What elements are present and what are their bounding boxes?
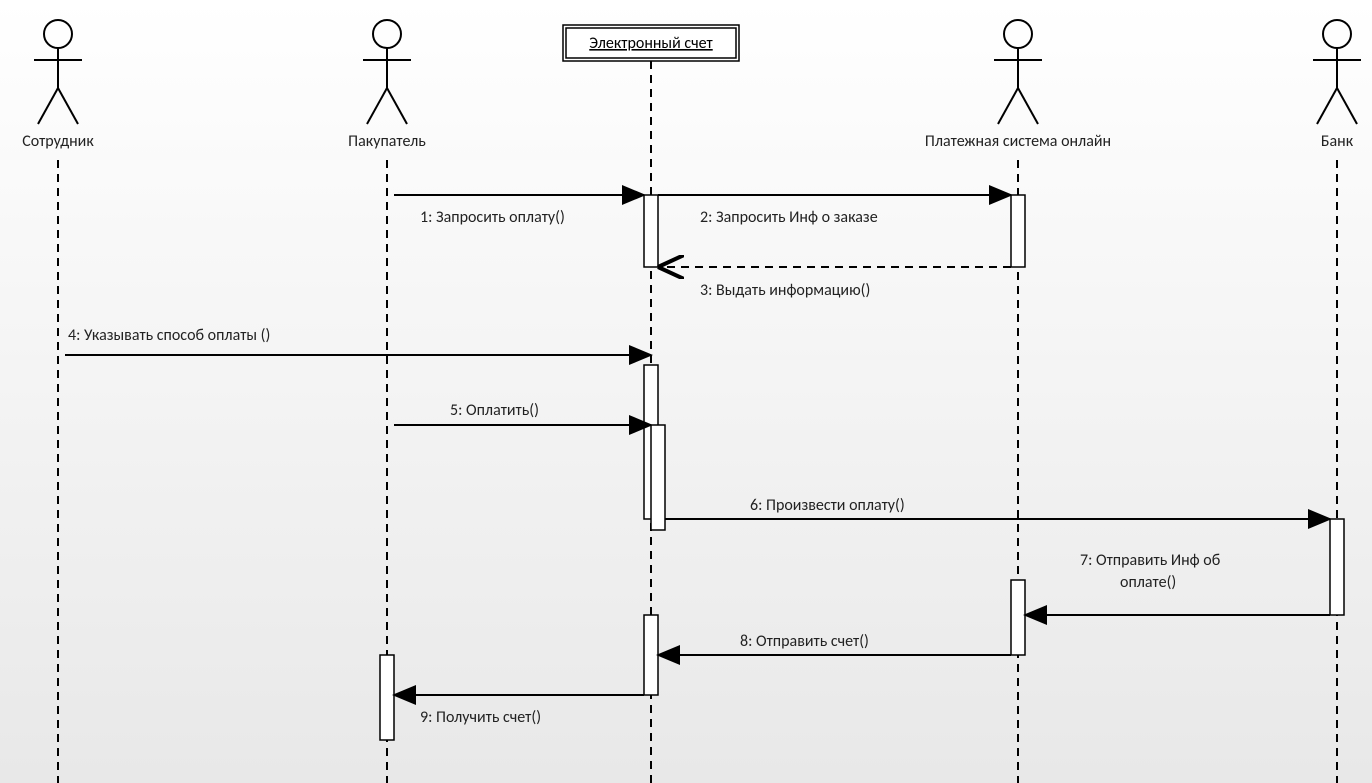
lifeline-label: Банк bbox=[1321, 132, 1354, 151]
activation bbox=[644, 195, 658, 267]
sequence-diagram: Сотрудник Пакупатель Электронный счет Плате… bbox=[0, 0, 1372, 783]
lifeline-bank: Банк bbox=[1313, 20, 1361, 783]
lifeline-label: Платежная система онлайн bbox=[925, 132, 1111, 151]
activation bbox=[1011, 195, 1025, 267]
message-label: 4: Указывать способ оплаты () bbox=[68, 326, 270, 345]
lifeline-label: Сотрудник bbox=[22, 132, 94, 151]
message-label: 5: Оплатить() bbox=[450, 401, 539, 420]
activation bbox=[1330, 519, 1344, 615]
lifeline-label: Электронный счет bbox=[589, 34, 713, 53]
lifeline-employee: Сотрудник bbox=[22, 20, 94, 783]
message-label: 9: Получить счет() bbox=[420, 708, 541, 727]
message-label: 6: Произвести оплату() bbox=[750, 496, 905, 515]
activation bbox=[644, 615, 658, 695]
activation bbox=[380, 655, 394, 740]
message-label: 2: Запросить Инф о заказе bbox=[700, 208, 878, 227]
activation bbox=[651, 425, 665, 530]
lifeline-label: Пакупатель bbox=[348, 132, 426, 151]
message-label: 3: Выдать информацию() bbox=[700, 281, 870, 300]
message-label: 7: Отправить Инф об bbox=[1080, 551, 1220, 570]
activation bbox=[1011, 580, 1025, 655]
svg-text:оплате(): оплате() bbox=[1120, 573, 1176, 592]
lifeline-pay: Платежная система онлайн bbox=[925, 20, 1111, 783]
message-label: 1: Запросить оплату() bbox=[420, 208, 565, 227]
message-label: 8: Отправить счет() bbox=[740, 632, 869, 651]
